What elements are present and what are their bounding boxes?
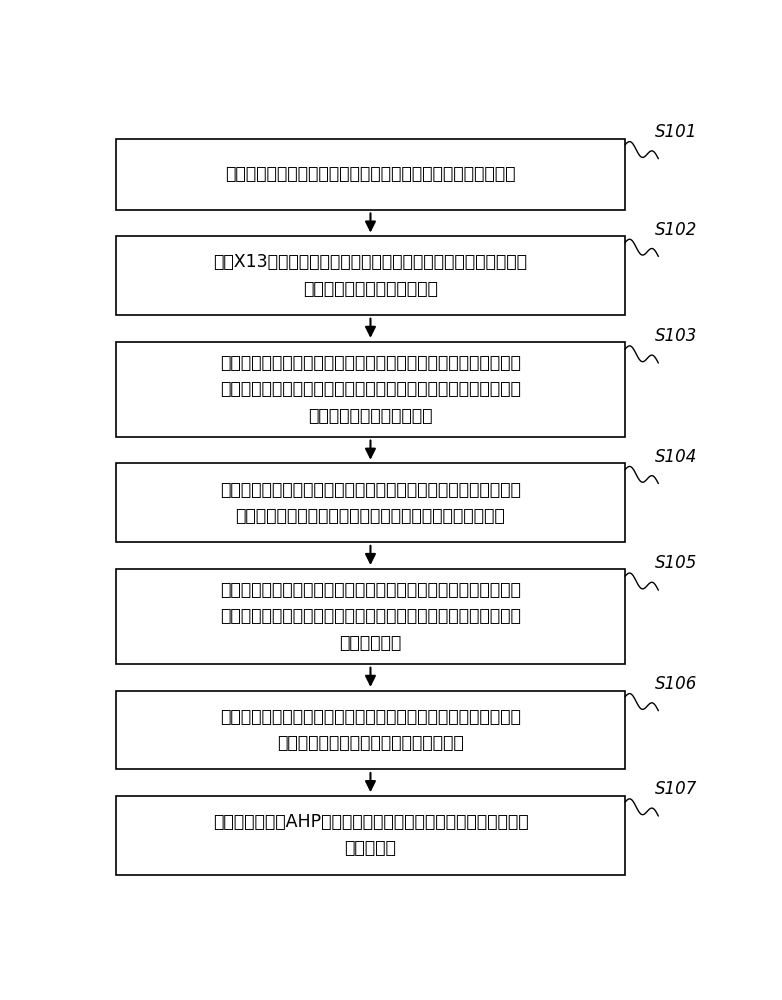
Bar <box>116 236 625 315</box>
Text: 依据X13季节调整方法将所述预处理后的历史售电数据分解为趋势
项、季节项和随机项三个序列: 依据X13季节调整方法将所述预处理后的历史售电数据分解为趋势 项、季节项和随机项… <box>213 253 528 298</box>
Text: 对历史售电量数据进行预处理，得到预处理后的历史售电量数据: 对历史售电量数据进行预处理，得到预处理后的历史售电量数据 <box>225 165 515 183</box>
Text: S104: S104 <box>655 448 698 466</box>
Text: 依据所述趋势项、多个第一机器学习算法以及相关行业对应的因素
建立所述趋势项预测模型，并依据所述趋势项预测模型计算待预测
时间售电量的趋势项预测值: 依据所述趋势项、多个第一机器学习算法以及相关行业对应的因素 建立所述趋势项预测模… <box>220 354 521 425</box>
Bar <box>116 342 625 437</box>
Text: S103: S103 <box>655 327 698 345</box>
Bar <box>116 796 625 875</box>
Text: S102: S102 <box>655 221 698 239</box>
Text: S107: S107 <box>655 780 698 798</box>
Bar <box>116 691 625 769</box>
Text: 依据所述季节项和第二机器学习算法建立季节项预测模型，并依据
所述季节项预测模型计算待预测时间售电量的季节项预测值: 依据所述季节项和第二机器学习算法建立季节项预测模型，并依据 所述季节项预测模型计… <box>220 481 521 525</box>
Text: 将待预测时间售电量的趋势项预测值、季节项预测值和随机项预测
值进行加和重构，得到第一售电量预测值: 将待预测时间售电量的趋势项预测值、季节项预测值和随机项预测 值进行加和重构，得到… <box>220 708 521 752</box>
Text: S105: S105 <box>655 554 698 572</box>
Text: S106: S106 <box>655 675 698 693</box>
Text: 采用层次分析法AHP对所述第一售电量进行择优处理，得到第二售
电量预测值: 采用层次分析法AHP对所述第一售电量进行择优处理，得到第二售 电量预测值 <box>213 813 529 857</box>
Bar <box>116 569 625 664</box>
Bar <box>116 139 625 210</box>
Text: 依据所述随机项、第三机器学习算法和预设的随机项因素建立随机
项预测模型，并依据所述随机项预测模型计算待预测时间售电量的
随机项预测值: 依据所述随机项、第三机器学习算法和预设的随机项因素建立随机 项预测模型，并依据所… <box>220 581 521 652</box>
Bar <box>116 463 625 542</box>
Text: S101: S101 <box>655 123 698 141</box>
